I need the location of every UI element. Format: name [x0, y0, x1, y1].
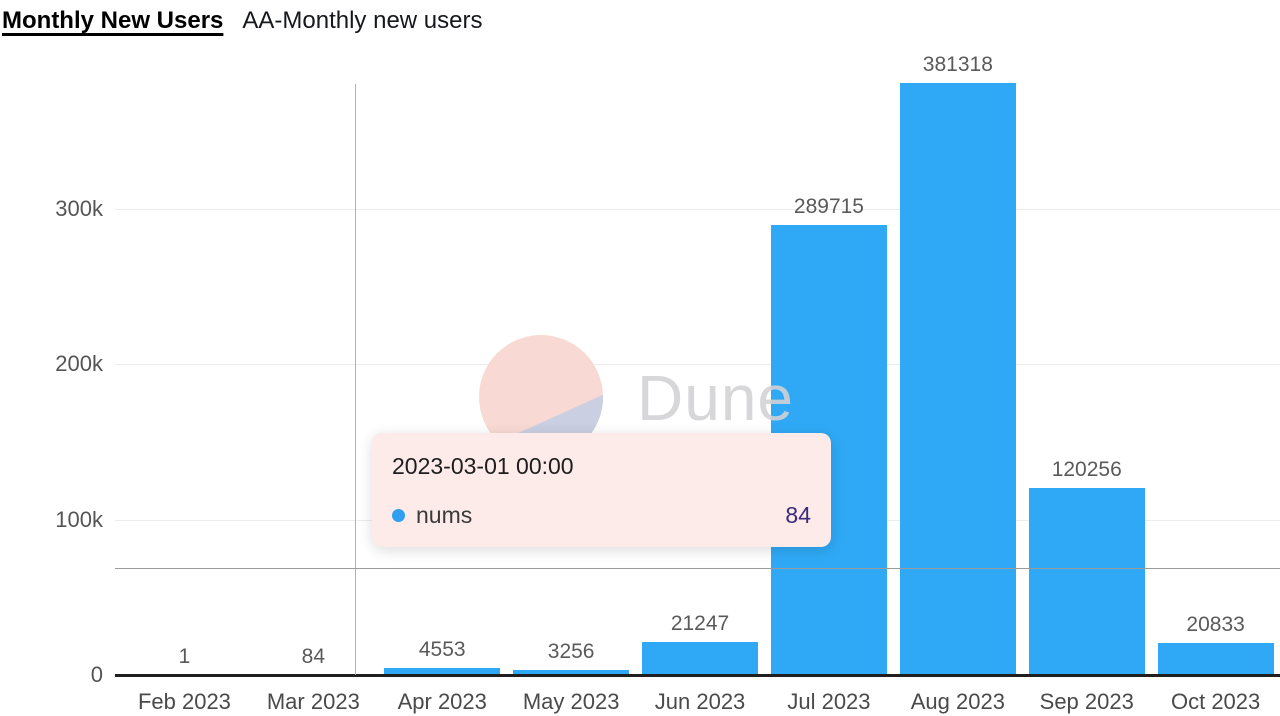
bar-value-label: 84	[301, 644, 326, 668]
x-axis-tick-label: Sep 2023	[1039, 689, 1134, 714]
crosshair-horizontal-line	[115, 568, 1280, 569]
y-axis-tick-label: 0	[90, 662, 103, 687]
tooltip-value: 84	[785, 502, 811, 528]
x-axis-tick-label: Jun 2023	[654, 689, 746, 714]
y-gridline	[115, 364, 1280, 365]
bar[interactable]	[384, 667, 501, 675]
x-axis-tick-label: Jul 2023	[787, 689, 871, 714]
tooltip-date: 2023-03-01 00:00	[392, 453, 574, 479]
x-axis-tick-label: Oct 2023	[1170, 689, 1261, 714]
bar[interactable]	[642, 642, 759, 675]
dune-watermark-text: Dune	[637, 362, 794, 434]
bar-value-label: 3256	[547, 639, 595, 663]
bar-value-label: 1	[178, 645, 191, 668]
x-axis-tick-label: May 2023	[522, 689, 620, 714]
bar[interactable]	[1157, 642, 1274, 675]
series-dot-icon	[392, 509, 405, 522]
bar[interactable]	[513, 669, 630, 675]
bar-value-label: 4553	[418, 637, 466, 661]
bar[interactable]	[899, 82, 1016, 675]
bar-value-label: 289715	[793, 195, 864, 219]
bar-value-label: 21247	[670, 612, 730, 635]
bar-value-label: 20833	[1186, 612, 1245, 636]
x-axis-tick-label: Aug 2023	[910, 689, 1005, 714]
x-axis-line	[115, 674, 1280, 677]
y-gridline	[115, 209, 1280, 210]
tooltip-series-label: nums	[416, 502, 473, 528]
tooltip-series-row: nums 84	[392, 502, 811, 529]
chart-subtitle: AA-Monthly new users	[242, 7, 483, 34]
bar[interactable]	[1028, 488, 1145, 675]
y-axis-tick-label: 100k	[55, 507, 103, 532]
bar-value-label: 120256	[1051, 458, 1122, 482]
chart-header: Monthly New Users AA-Monthly new users	[2, 7, 482, 35]
x-axis-tick-label: Apr 2023	[397, 689, 487, 714]
report-title-link[interactable]: Monthly New Users	[2, 7, 224, 34]
bar-value-label: 381318	[922, 52, 993, 76]
y-axis-tick-label: 300k	[55, 196, 103, 221]
crosshair-vertical-line	[355, 84, 356, 675]
chart-tooltip: 2023-03-01 00:00 nums 84	[372, 433, 831, 547]
x-axis-tick-label: Mar 2023	[266, 689, 360, 714]
y-axis-tick-label: 200k	[55, 351, 103, 376]
x-axis-tick-label: Feb 2023	[137, 689, 231, 714]
